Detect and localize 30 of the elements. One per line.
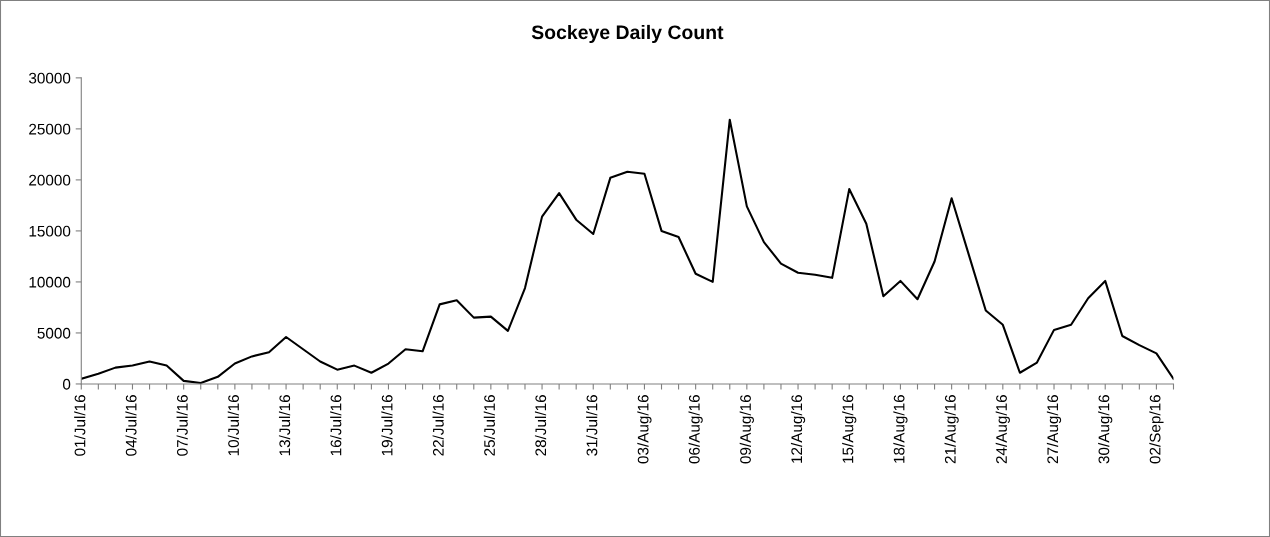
x-tick-label: 12/Aug/16 [790,395,806,463]
x-tick-label: 21/Aug/16 [944,395,959,464]
x-tick-label: 10/Jul/16 [227,395,239,456]
x-tick-label: 28/Jul/16 [534,395,547,456]
y-tick-label: 5000 [37,327,71,339]
y-tick-label: 20000 [29,174,71,186]
x-tick-label: 09/Aug/16 [739,395,754,464]
x-tick-label: 18/Aug/16 [893,395,908,463]
x-tick-label: 30/Aug/16 [1098,395,1113,464]
x-tick-label: 03/Aug/16 [637,395,652,464]
x-tick-label: 06/Aug/16 [688,395,703,464]
y-tick-label: 25000 [29,123,71,135]
x-tick-label: 24/Aug/16 [995,395,1010,464]
x-tick-label: 31/Jul/16 [586,395,598,456]
x-tick-label: 16/Jul/16 [330,395,342,456]
chart-title: Sockeye Daily Count [531,24,724,44]
x-tick-label: 04/Jul/16 [125,395,137,456]
x-tick-label: 01/Jul/16 [74,395,86,456]
x-tick-label: 25/Jul/16 [483,395,495,456]
y-tick-label: 30000 [28,72,71,84]
y-tick-label: 15000 [29,225,71,237]
x-tick-label: 15/Aug/16 [842,395,857,463]
x-tick-label: 13/Jul/16 [278,395,291,456]
x-tick-label: 19/Jul/16 [381,395,393,456]
x-tick-label: 07/Jul/16 [176,395,188,456]
y-tick-label: 0 [62,378,71,390]
x-tick-label: 27/Aug/16 [1046,395,1062,464]
y-tick-label: 10000 [29,276,71,288]
x-tick-label: 22/Jul/16 [432,395,444,456]
x-tick-label: 02/Sep/16 [1149,395,1164,464]
